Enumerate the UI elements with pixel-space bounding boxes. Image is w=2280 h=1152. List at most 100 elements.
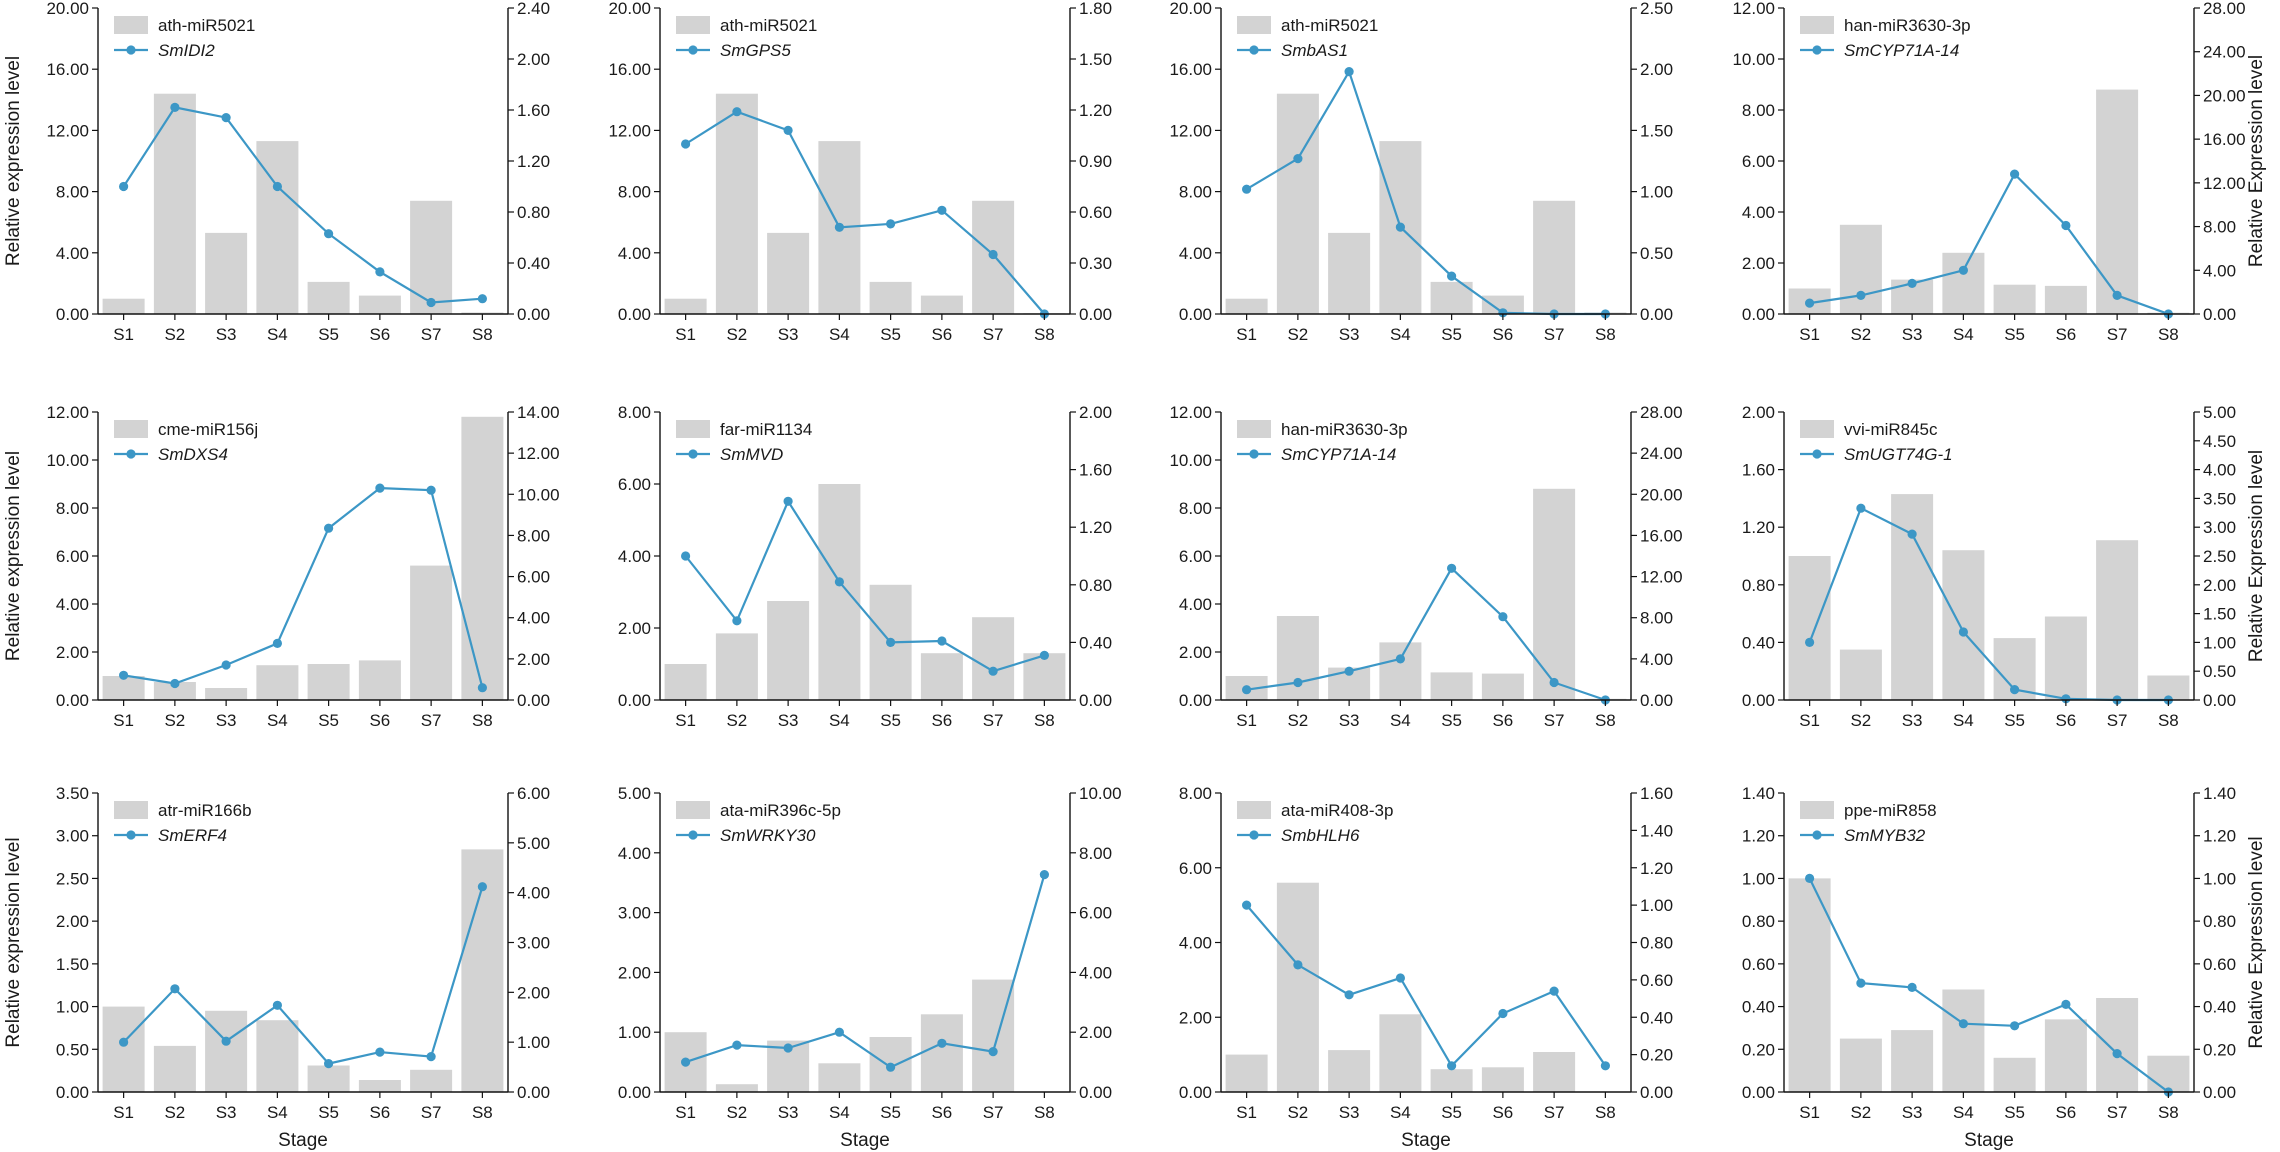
line-point-S4 [1958,627,1968,637]
left-tick-label: 2.00 [56,643,89,662]
left-tick-label: 2.00 [1179,1008,1212,1027]
legend-bar-label: ath-miR5021 [1281,16,1378,35]
bar-S4 [1942,989,1985,1092]
right-tick-label: 12.00 [1640,568,1683,587]
right-tick-label: 24.00 [2203,43,2246,62]
x-tick-label: S1 [675,1103,696,1122]
left-tick-label: 0.00 [1742,691,1775,710]
left-tick-label: 8.00 [618,403,651,422]
x-tick-label: S4 [267,325,288,344]
x-tick-label: S4 [1390,1103,1411,1122]
line-point-S8 [477,683,487,693]
left-tick-label: 0.50 [56,1040,89,1059]
right-tick-label: 28.00 [2203,0,2246,18]
left-tick-label: 4.00 [56,244,89,263]
right-tick-label: 1.20 [517,152,550,171]
legend-line-marker [1812,830,1822,840]
left-tick-label: 0.80 [1742,576,1775,595]
line-point-S3 [783,1043,793,1053]
left-tick-label: 0.00 [1179,305,1212,324]
line-point-S5 [324,1059,334,1069]
right-tick-label: 2.40 [517,0,550,18]
panel-row3-col3: 0.00 2.00 4.00 6.00 8.00 0.00 0.20 0.40 0.60 0.80… [1179,784,1673,1151]
right-tick-label: 0.80 [517,203,550,222]
bar-S4 [1379,1014,1422,1092]
left-tick-label: 4.00 [618,244,651,263]
bar-S2 [1839,649,1882,700]
bar-S3 [205,1010,248,1092]
right-tick-label: 1.50 [2203,605,2236,624]
left-tick-label: 2.00 [1179,643,1212,662]
x-tick-label: S5 [880,711,901,730]
legend-bar-swatch [1237,420,1271,438]
legend-bar-label: ppe-miR858 [1844,801,1937,820]
bar-S5 [1430,1069,1473,1092]
right-tick-label: 0.80 [1640,934,1673,953]
x-tick-label: S5 [318,1103,339,1122]
x-tick-label: S7 [1544,1103,1565,1122]
right-tick-label: 0.30 [1079,254,1112,273]
x-tick-label: S3 [216,325,237,344]
legend-line-label: SmWRKY30 [720,826,816,845]
line-point-S7 [988,1047,998,1057]
left-tick-label: 2.00 [618,963,651,982]
legend-line-marker [126,830,136,840]
left-tick-label: 2.00 [1742,403,1775,422]
x-tick-label: S5 [880,325,901,344]
left-tick-label: 0.00 [1742,305,1775,324]
right-tick-label: 10.00 [1079,784,1122,803]
panel-row2-col3: 0.00 2.00 4.00 6.00 8.00 10.00 12.00 0.00 4.00 8.… [1169,403,1682,730]
bar-S2 [153,682,196,700]
legend-bar-swatch [114,801,148,819]
panel-row2-col4: 0.00 0.40 0.80 1.20 1.60 2.00 0.00 0.50 1.00 1.50… [1742,403,2267,730]
right-tick-label: 2.50 [1640,0,1673,18]
right-tick-label: 8.00 [517,526,550,545]
legend-bar-label: atr-miR166b [158,801,252,820]
bar-S1 [102,1006,145,1092]
left-tick-label: 8.00 [1179,499,1212,518]
x-tick-label: S6 [2055,1103,2076,1122]
bar-S1 [1225,298,1268,314]
line-point-S2 [732,107,742,117]
x-tick-label: S4 [1390,325,1411,344]
line-series [1246,566,1606,702]
line-point-S1 [119,670,129,680]
line-point-S2 [1856,290,1866,300]
line-point-S3 [1907,529,1917,539]
line-point-S6 [375,483,385,493]
line-point-S3 [1907,278,1917,288]
legend-line-marker [1249,830,1259,840]
x-tick-label: S8 [1595,1103,1616,1122]
line-point-S7 [426,485,436,495]
x-tick-label: S2 [1850,1103,1871,1122]
x-tick-label: S5 [1441,325,1462,344]
bar-S2 [715,633,758,700]
legend-line-label: SmDXS4 [158,445,228,464]
x-tick-label: S8 [1034,325,1055,344]
right-tick-label: 16.00 [2203,130,2246,149]
bar-S4 [256,665,299,700]
left-tick-label: 0.00 [1179,691,1212,710]
right-tick-label: 5.00 [2203,403,2236,422]
line-point-S1 [1242,685,1252,695]
bar-S3 [1328,1050,1371,1092]
bar-S2 [1276,616,1319,700]
x-tick-label: S5 [318,711,339,730]
line-point-S3 [1344,666,1354,676]
left-tick-label: 1.00 [618,1023,651,1042]
bar-S3 [205,688,248,700]
left-tick-label: 0.80 [1742,912,1775,931]
right-tick-label: 1.00 [1640,896,1673,915]
bar-S7 [2096,998,2139,1092]
bar-S3 [767,232,810,314]
bar-S2 [153,1045,196,1092]
left-tick-label: 1.00 [56,998,89,1017]
legend-bar-label: far-miR1134 [720,420,812,439]
bar-S6 [1481,673,1524,700]
line-point-S4 [272,638,282,649]
x-tick-label: S4 [1953,711,1974,730]
bar-S7 [972,979,1015,1092]
bar-S5 [869,281,912,314]
panel-row2-col1: 0.00 2.00 4.00 6.00 8.00 10.00 12.00 0.00 2.00 4.… [3,403,560,730]
